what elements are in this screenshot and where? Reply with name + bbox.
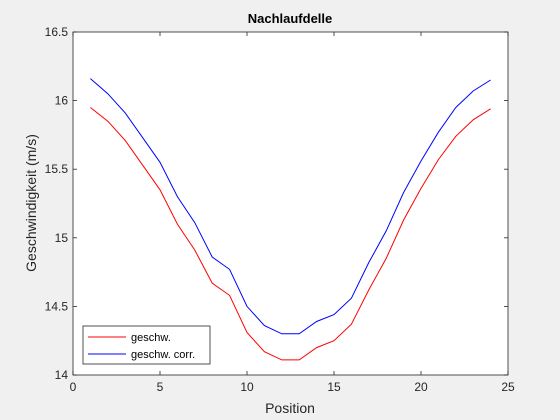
y-ticks: 14 14.5 15 15.5 16 16.5: [45, 25, 508, 382]
chart-title: Nachlaufdelle: [248, 11, 333, 26]
series-line-geschw-corr: [90, 78, 491, 335]
legend-label-geschw-corr: geschw. corr.: [131, 349, 195, 361]
y-tick-label: 16.5: [45, 25, 69, 39]
legend-box: [82, 325, 211, 365]
x-tick-label: 5: [157, 380, 164, 394]
y-tick-label: 15.5: [45, 162, 69, 176]
x-tick-label: 10: [240, 380, 254, 394]
y-axis-label: Geschwindigkeit (m/s): [23, 134, 39, 272]
axes-box: [72, 31, 509, 376]
y-tick-label: 15: [55, 231, 69, 245]
x-tick-label: 20: [414, 380, 428, 394]
x-tick-label: 25: [501, 380, 515, 394]
y-tick-label: 14.5: [45, 299, 69, 313]
series-line-geschw: [90, 107, 491, 361]
plot-area: [73, 32, 508, 375]
legend: geschw. geschw. corr.: [82, 325, 211, 365]
x-tick-label: 0: [70, 380, 77, 394]
legend-label-geschw: geschw.: [131, 332, 171, 344]
x-tick-label: 15: [327, 380, 341, 394]
y-tick-label: 14: [55, 368, 69, 382]
data-lines: [90, 78, 491, 361]
y-tick-label: 16: [55, 94, 69, 108]
x-ticks: 0 5 10 15 20 25: [70, 32, 515, 394]
x-axis-label: Position: [265, 400, 315, 416]
